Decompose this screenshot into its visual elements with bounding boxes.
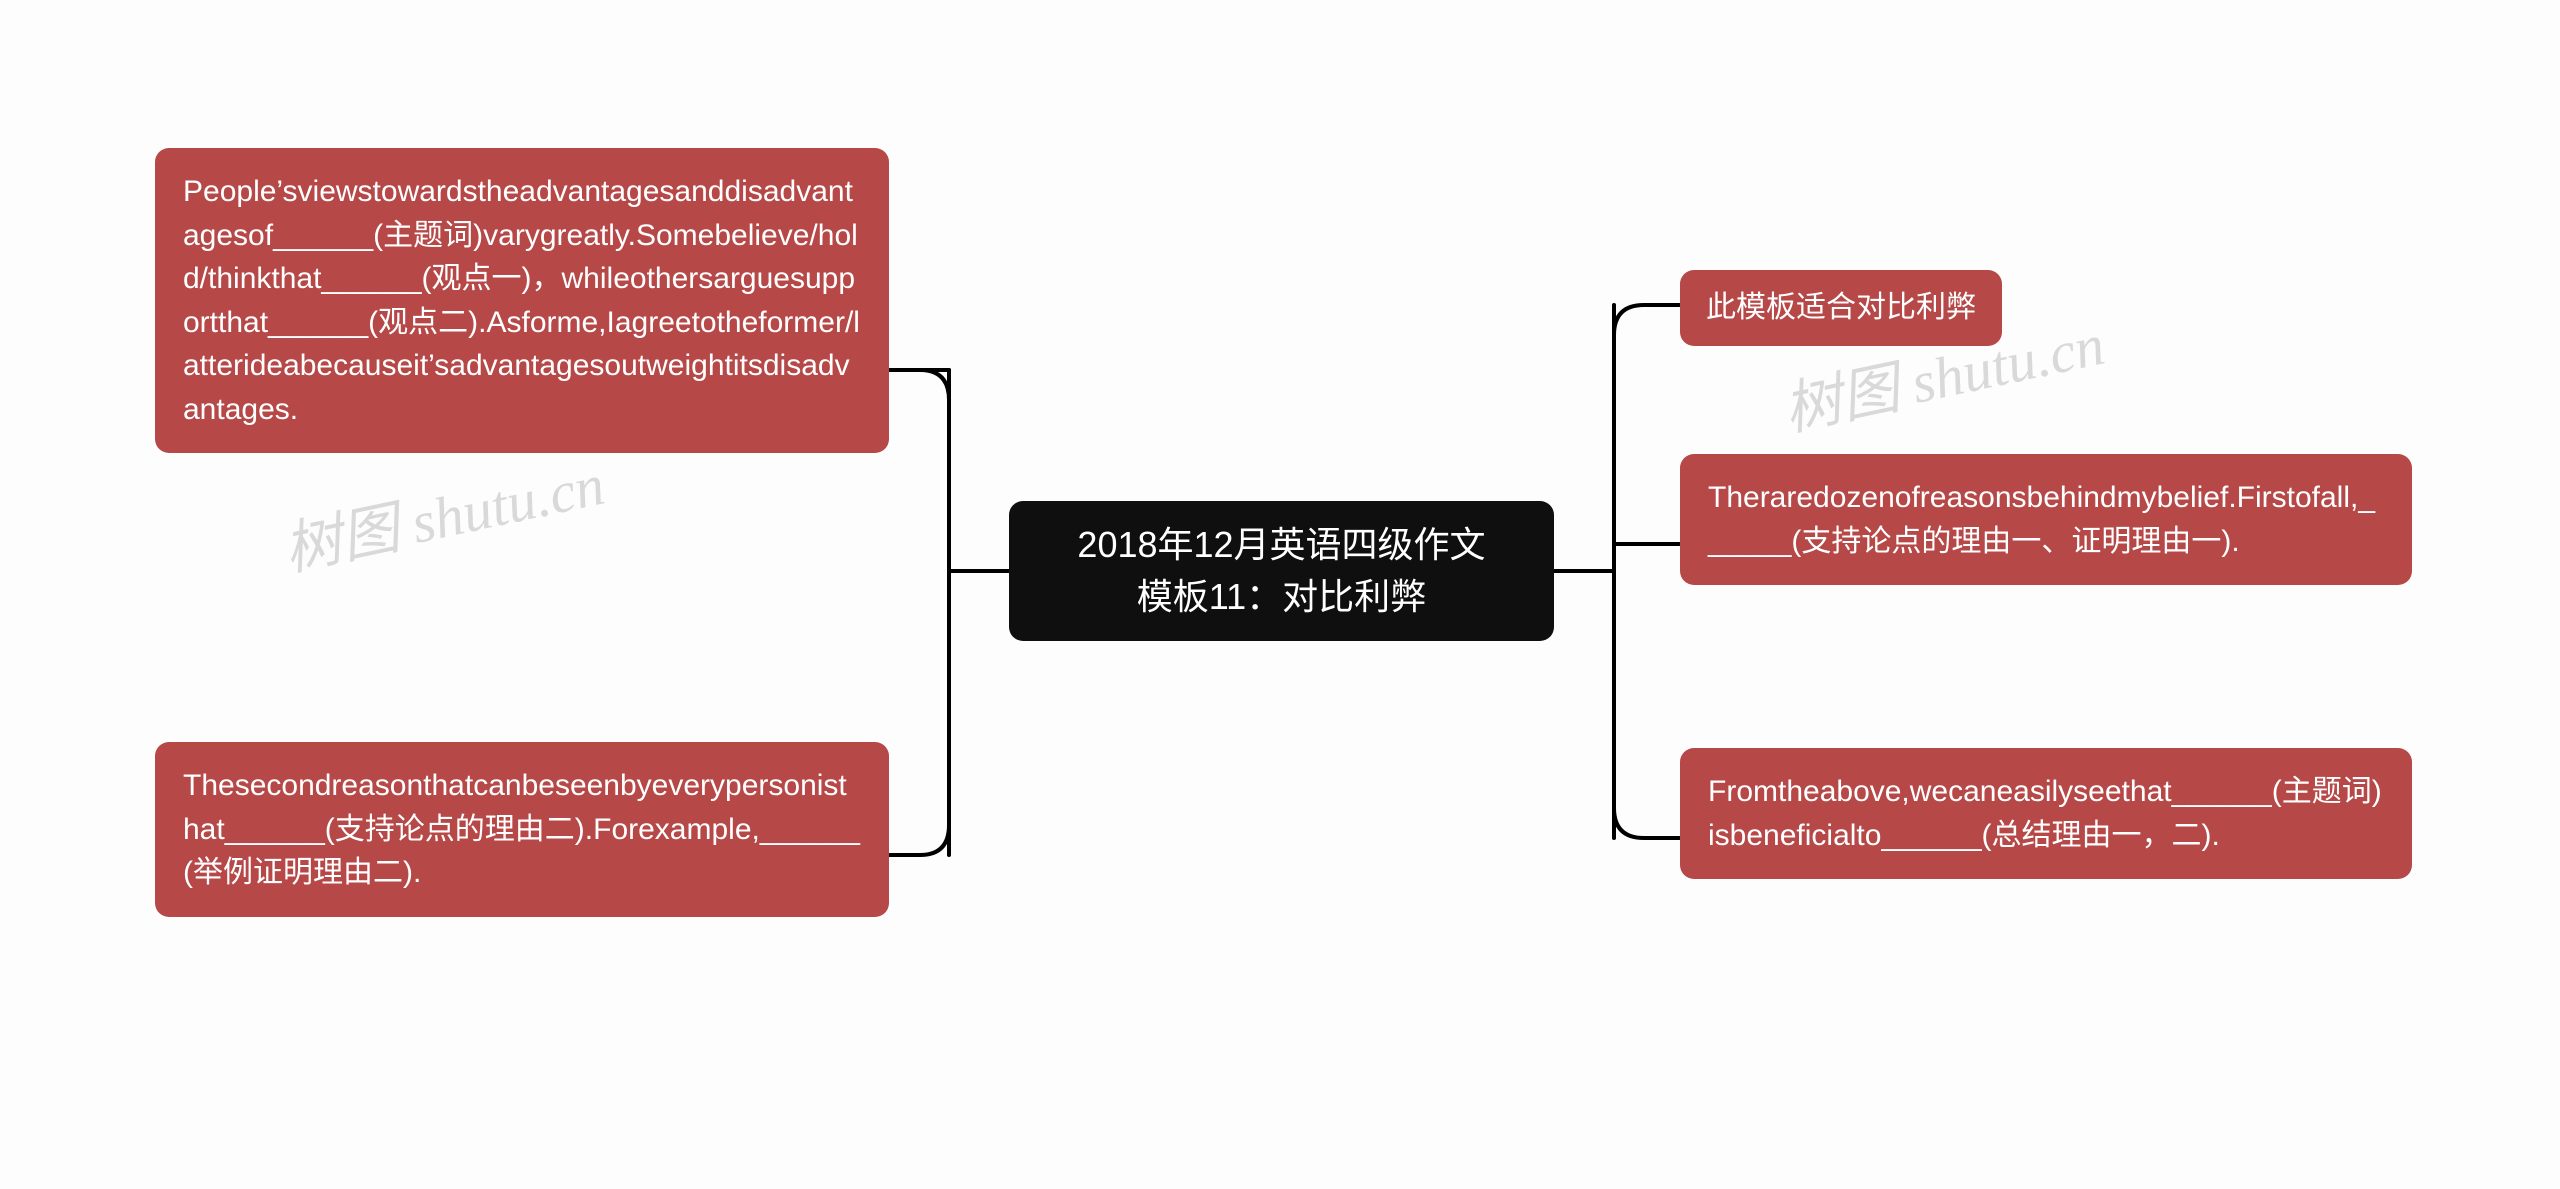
right-node-1-text: 此模板适合对比利弊 — [1706, 291, 1976, 324]
center-node: 2018年12月英语四级作文 模板11：对比利弊 — [1009, 501, 1554, 641]
left-node-2: Thesecondreasonthatcanbeseenbyeveryperso… — [155, 742, 889, 917]
mindmap-canvas: 树图 shutu.cn 树图 shutu.cn 2018年12月英语四级作文 模… — [0, 0, 2560, 1189]
center-line-1: 2018年12月英语四级作文 — [1077, 524, 1485, 565]
right-node-2-text: Theraredozenofreasonsbehindmybelief.Firs… — [1708, 481, 2375, 558]
right-node-1: 此模板适合对比利弊 — [1680, 270, 2002, 346]
watermark-1: 树图 shutu.cn — [275, 437, 611, 587]
right-node-2: Theraredozenofreasonsbehindmybelief.Firs… — [1680, 454, 2412, 585]
left-node-2-text: Thesecondreasonthatcanbeseenbyeveryperso… — [183, 769, 860, 889]
left-node-1-text: People’sviewstowardstheadvantagesanddisa… — [183, 175, 860, 426]
center-line-2: 模板11：对比利弊 — [1137, 576, 1426, 617]
right-node-3: Fromtheabove,wecaneasilyseethat______(主题… — [1680, 748, 2412, 879]
left-node-1: People’sviewstowardstheadvantagesanddisa… — [155, 148, 889, 453]
right-node-3-text: Fromtheabove,wecaneasilyseethat______(主题… — [1708, 775, 2382, 852]
